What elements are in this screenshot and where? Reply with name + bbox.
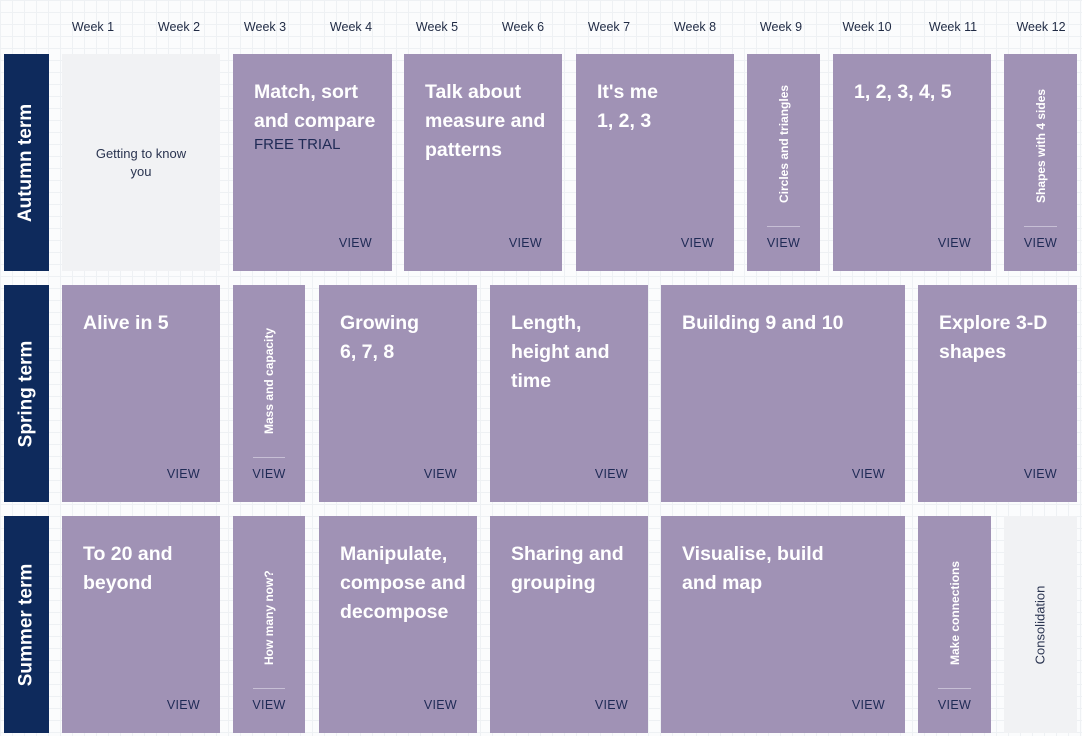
- unit-card-talk-about-measure[interactable]: Talk about measure and patterns VIEW: [404, 54, 562, 271]
- view-link[interactable]: VIEW: [423, 698, 457, 712]
- week-header-7: Week 7: [587, 20, 631, 34]
- unit-title: Alive in 5: [83, 312, 169, 334]
- week-header-5: Week 5: [415, 20, 459, 34]
- unit-title: To 20 and beyond: [83, 543, 173, 594]
- view-link[interactable]: VIEW: [1023, 236, 1058, 250]
- consolidation-block: Consolidation: [1004, 516, 1077, 733]
- unit-card-make-connections[interactable]: Make connections VIEW: [918, 516, 991, 733]
- unit-card-match-sort-compare[interactable]: Match, sort and compare FREE TRIAL VIEW: [233, 54, 392, 271]
- term-label-autumn: Autumn term: [4, 54, 49, 271]
- unit-card-visualise-build-map[interactable]: Visualise, build and map VIEW: [661, 516, 905, 733]
- unit-title: Explore 3-D shapes: [939, 312, 1048, 363]
- view-link[interactable]: VIEW: [423, 467, 457, 481]
- summer-term-text: Summer term: [15, 563, 37, 686]
- view-link[interactable]: VIEW: [851, 467, 885, 481]
- view-link[interactable]: VIEW: [338, 236, 372, 250]
- unit-card-manipulate-compose[interactable]: Manipulate, compose and decompose VIEW: [319, 516, 477, 733]
- unit-title: Length, height and time: [511, 312, 610, 392]
- view-link[interactable]: VIEW: [937, 236, 971, 250]
- separator: [767, 226, 800, 227]
- unit-card-how-many-now[interactable]: How many now? VIEW: [233, 516, 305, 733]
- view-link[interactable]: VIEW: [594, 467, 628, 481]
- consolidation-label: Consolidation: [1032, 585, 1048, 664]
- week-header-9: Week 9: [759, 20, 803, 34]
- unit-card-its-me[interactable]: It's me 1, 2, 3 VIEW: [576, 54, 734, 271]
- unit-card-building-9-10[interactable]: Building 9 and 10 VIEW: [661, 285, 905, 502]
- view-link[interactable]: VIEW: [166, 467, 200, 481]
- spring-term-text: Spring term: [15, 340, 37, 447]
- unit-card-length-height-time[interactable]: Length, height and time VIEW: [490, 285, 648, 502]
- unit-title: It's me 1, 2, 3: [597, 81, 658, 132]
- week-header-12: Week 12: [1016, 20, 1066, 34]
- unit-title: Talk about measure and patterns: [425, 81, 546, 161]
- term-label-spring: Spring term: [4, 285, 49, 502]
- separator: [253, 457, 285, 458]
- term-label-summer: Summer term: [4, 516, 49, 733]
- separator: [253, 688, 285, 689]
- unit-card-sharing-grouping[interactable]: Sharing and grouping VIEW: [490, 516, 648, 733]
- unit-card-circles-triangles[interactable]: Circles and triangles VIEW: [747, 54, 820, 271]
- unit-card-mass-capacity[interactable]: Mass and capacity VIEW: [233, 285, 305, 502]
- view-link[interactable]: VIEW: [594, 698, 628, 712]
- unit-title: Building 9 and 10: [682, 312, 844, 334]
- week-header-2: Week 2: [157, 20, 201, 34]
- view-link[interactable]: VIEW: [680, 236, 714, 250]
- getting-to-know-you-label: Getting to know you: [95, 145, 187, 179]
- autumn-term-text: Autumn term: [15, 103, 37, 222]
- unit-card-one-to-five[interactable]: 1, 2, 3, 4, 5 VIEW: [833, 54, 991, 271]
- view-link[interactable]: VIEW: [766, 236, 801, 250]
- view-link[interactable]: VIEW: [851, 698, 885, 712]
- separator: [1024, 226, 1057, 227]
- week-header-10: Week 10: [842, 20, 892, 34]
- week-header-6: Week 6: [501, 20, 545, 34]
- view-link[interactable]: VIEW: [166, 698, 200, 712]
- separator: [938, 688, 971, 689]
- unit-card-to-20-and-beyond[interactable]: To 20 and beyond VIEW: [62, 516, 220, 733]
- week-header-8: Week 8: [673, 20, 717, 34]
- view-link[interactable]: VIEW: [1023, 467, 1057, 481]
- unit-title: Visualise, build and map: [682, 543, 824, 594]
- unit-card-shapes-4-sides[interactable]: Shapes with 4 sides VIEW: [1004, 54, 1077, 271]
- free-trial-label: FREE TRIAL: [254, 136, 341, 153]
- unit-title: Match, sort and compare FREE TRIAL: [254, 78, 382, 154]
- unit-title: Manipulate, compose and decompose: [340, 543, 466, 623]
- view-link[interactable]: VIEW: [252, 698, 286, 712]
- week-header-3: Week 3: [243, 20, 287, 34]
- view-link[interactable]: VIEW: [508, 236, 542, 250]
- unit-title: Sharing and grouping: [511, 543, 624, 594]
- unit-card-alive-in-5[interactable]: Alive in 5 VIEW: [62, 285, 220, 502]
- unit-title: Growing 6, 7, 8: [340, 312, 420, 363]
- week-header-1: Week 1: [71, 20, 115, 34]
- week-header-4: Week 4: [329, 20, 373, 34]
- getting-to-know-you-block: Getting to know you: [62, 54, 220, 271]
- view-link[interactable]: VIEW: [937, 698, 972, 712]
- week-header-11: Week 11: [928, 20, 978, 34]
- unit-title: 1, 2, 3, 4, 5: [854, 81, 952, 103]
- unit-card-explore-3d-shapes[interactable]: Explore 3-D shapes VIEW: [918, 285, 1077, 502]
- unit-card-growing[interactable]: Growing 6, 7, 8 VIEW: [319, 285, 477, 502]
- view-link[interactable]: VIEW: [252, 467, 286, 481]
